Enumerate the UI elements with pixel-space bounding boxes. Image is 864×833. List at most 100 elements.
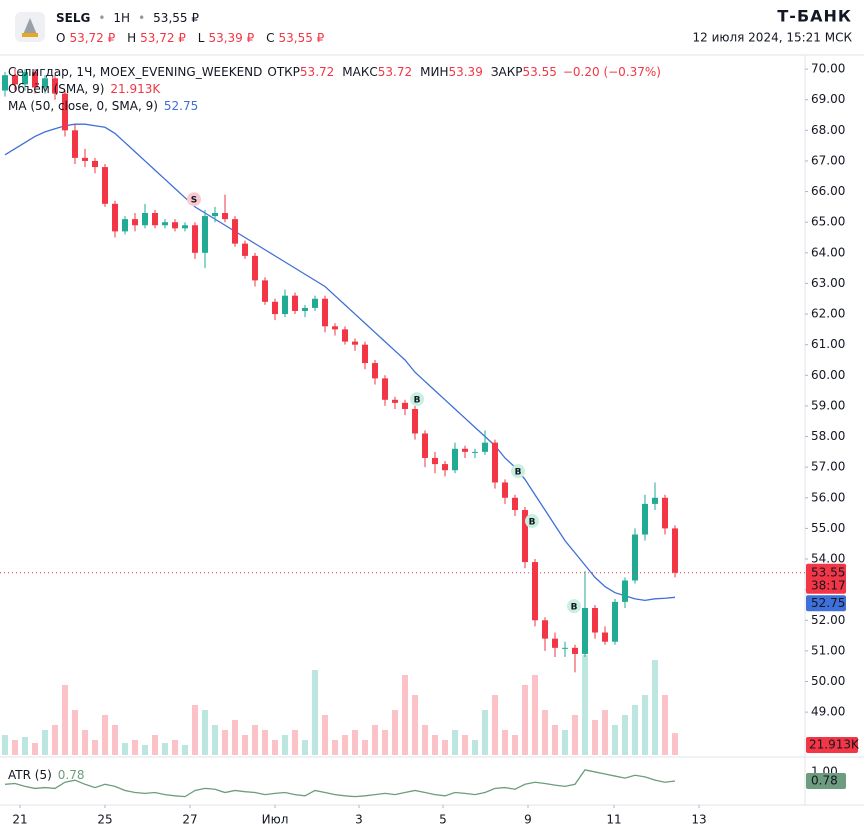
- candle-body: [162, 222, 168, 226]
- candle-body: [472, 451, 478, 453]
- y-tick-label: 61.00: [811, 337, 845, 351]
- legend-ma: MA (50, close, 0, SMA, 9) 52.75: [8, 99, 198, 113]
- volume-bar: [222, 730, 228, 755]
- volume-bar: [502, 730, 508, 755]
- volume-bar: [252, 725, 258, 755]
- volume-bar: [72, 710, 78, 755]
- candle-body: [662, 497, 668, 529]
- signal: [187, 192, 201, 207]
- y-tick-label: 52.00: [811, 613, 845, 627]
- volume-bar: [22, 737, 28, 755]
- y-tick-label: 62.00: [811, 307, 845, 321]
- volume-bar: [232, 720, 238, 755]
- x-tick-label: 3: [355, 813, 363, 827]
- ohlc-key: O: [56, 31, 65, 45]
- volume-bar: [292, 730, 298, 755]
- volume-bar: [452, 730, 458, 755]
- y-tick-label: 57.00: [811, 460, 845, 474]
- candle-body: [62, 93, 68, 131]
- ohlc-key: L: [198, 31, 205, 45]
- candle-body: [272, 301, 278, 315]
- signal-label: B: [515, 468, 522, 478]
- volume-bar: [52, 725, 58, 755]
- y-tick-label: 54.00: [811, 552, 845, 566]
- candle-body: [132, 219, 138, 226]
- candle-body: [372, 363, 378, 379]
- brand: Т-БАНК: [777, 7, 852, 26]
- plot: S B B B B: [0, 69, 805, 798]
- volume-bar: [352, 730, 358, 755]
- volume-bar: [432, 735, 438, 755]
- volume-bar: [542, 710, 548, 755]
- candle-body: [632, 534, 638, 581]
- candle-body: [222, 213, 228, 220]
- volume-bar: [172, 740, 178, 755]
- legend-key: МИН: [420, 65, 448, 79]
- logo-mark: [22, 18, 38, 37]
- legend-key: ОТКР: [267, 65, 300, 79]
- header-line: SELG • 1H • 53,55 ₽: [56, 11, 199, 25]
- candle-body: [492, 442, 498, 483]
- candle-body: [2, 75, 8, 91]
- axis-label-box: [806, 563, 846, 594]
- candle-body: [352, 341, 358, 345]
- volume-bar: [382, 730, 388, 755]
- atr-line: [4, 769, 676, 798]
- sep: •: [138, 11, 145, 25]
- y-tick-label: 63.00: [811, 276, 845, 290]
- legend-name: ATR (5): [8, 768, 52, 782]
- volume-bar: [192, 705, 198, 755]
- volume-bar: [522, 685, 528, 755]
- candle-body: [572, 647, 578, 654]
- legend-value: 52.75: [164, 99, 198, 113]
- candle-body: [522, 510, 528, 563]
- volume-bar: [572, 715, 578, 755]
- candle-body: [542, 620, 548, 639]
- y-tick-label: 49.00: [811, 705, 845, 719]
- volume-bar: [472, 740, 478, 755]
- candle-body: [52, 78, 58, 94]
- volume-bar: [372, 725, 378, 755]
- candle-body: [392, 399, 398, 403]
- legend-title: Селигдар, 1Ч, MOEX_EVENING_WEEKEND: [8, 65, 262, 79]
- volume-bar: [662, 695, 668, 755]
- volume-bar: [442, 740, 448, 755]
- volume-bar: [672, 733, 678, 755]
- volume-bar: [402, 675, 408, 755]
- ma-axis-label: 52.75: [811, 596, 845, 610]
- volume-bar: [552, 725, 558, 755]
- signal: [567, 599, 581, 614]
- volume-bar: [262, 730, 268, 755]
- volume-bar: [12, 740, 18, 755]
- y-tick-label: 51.00: [811, 643, 845, 657]
- x-tick-label: 21: [12, 813, 27, 827]
- candle-body: [172, 222, 178, 229]
- candle-body: [152, 213, 158, 226]
- candle-body: [322, 298, 328, 327]
- volume-bar: [362, 740, 368, 755]
- candle-body: [602, 632, 608, 642]
- y-tick-label: 56.00: [811, 490, 845, 504]
- candle-body: [642, 503, 648, 535]
- x-tick-label: 5: [439, 813, 447, 827]
- signal: [525, 514, 539, 529]
- volume-bar: [132, 740, 138, 755]
- x-tick-label: Июл: [262, 813, 289, 827]
- ohlc-key: H: [127, 31, 136, 45]
- ohlc-value: 53,72 ₽: [140, 31, 186, 45]
- volume-bar: [202, 710, 208, 755]
- ohlc-value: 53,72 ₽: [69, 31, 115, 45]
- x-tick-label: 13: [691, 813, 706, 827]
- axis-label-box: [806, 737, 858, 753]
- ohlc-key: C: [266, 31, 274, 45]
- candle-body: [512, 497, 518, 511]
- volume-bar: [492, 695, 498, 755]
- logo-bar: [22, 33, 38, 37]
- candle-body: [592, 608, 598, 633]
- volume-bar: [322, 715, 328, 755]
- candle-body: [292, 295, 298, 311]
- y-tick-label: 68.00: [811, 123, 845, 137]
- volume-bar: [272, 740, 278, 755]
- volume-bar: [532, 675, 538, 755]
